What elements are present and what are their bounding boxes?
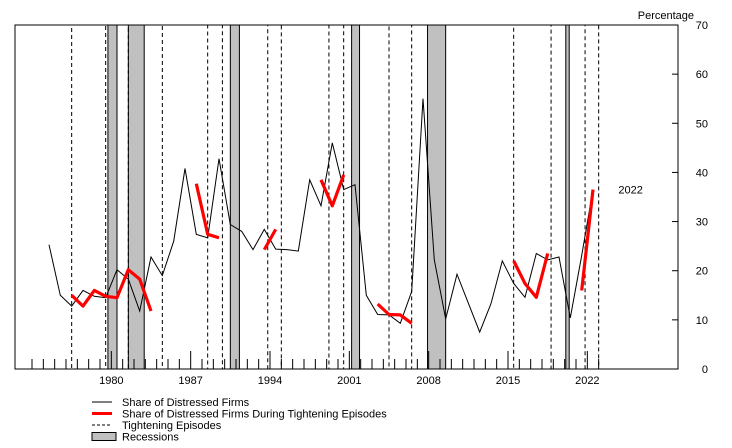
tightening-segment [70, 268, 153, 312]
x-tick-label: 2022 [575, 375, 599, 387]
tightening-segment [512, 253, 550, 299]
recession-bands [107, 24, 570, 370]
legend-swatch [91, 432, 117, 441]
y-tick-label: 20 [696, 266, 708, 278]
x-tick-label: 1994 [258, 375, 282, 387]
y-tick-label: 60 [696, 69, 708, 81]
x-tick-label: 2001 [337, 375, 361, 387]
tightening-segment [262, 228, 278, 251]
recession-band [351, 24, 361, 370]
recession-band [127, 24, 145, 370]
y-tick-labels: 0 10 20 30 40 50 60 70 [696, 20, 708, 376]
y-tick-label: 30 [696, 217, 708, 229]
tightening-segment [194, 183, 220, 240]
legend-label: Share of Distressed Firms [122, 397, 250, 409]
y-tick-label: 40 [696, 167, 708, 179]
y-tick-label: 50 [696, 118, 708, 130]
legend-label: Share of Distressed Firms During Tighten… [122, 409, 387, 421]
recession-band [229, 24, 240, 370]
axis-ticks [31, 24, 678, 370]
tightening-segment [580, 189, 595, 291]
tightening-episode-box [388, 24, 413, 370]
tightening-episode-box [513, 24, 552, 370]
tightening-episode-box [71, 24, 107, 370]
x-tick-label: 2008 [416, 375, 440, 387]
tightening-episode-box [267, 24, 282, 370]
recession-band [107, 24, 118, 370]
plot-frame [14, 24, 679, 370]
x-tick-label: 2015 [496, 375, 520, 387]
x-tick-label: 1987 [178, 375, 202, 387]
tightening-share-lines [70, 174, 595, 325]
distressed-share-line [48, 98, 594, 334]
annotation-2022: 2022 [618, 185, 642, 197]
y-axis-label: Percentage [638, 10, 694, 22]
tightening-segment [319, 174, 346, 208]
x-tick-labels: 1980 1987 1994 2001 2008 2015 2022 [99, 375, 599, 387]
recession-band [565, 24, 570, 370]
y-tick-label: 0 [702, 364, 708, 376]
tightening-episode-box [207, 24, 223, 370]
tightening-segment [376, 302, 413, 325]
y-tick-label: 70 [696, 20, 708, 32]
legend-label: Recessions [122, 432, 179, 444]
x-tick-label: 1980 [99, 375, 123, 387]
legend-label: Tightening Episodes [122, 420, 222, 432]
y-tick-label: 10 [696, 315, 708, 327]
